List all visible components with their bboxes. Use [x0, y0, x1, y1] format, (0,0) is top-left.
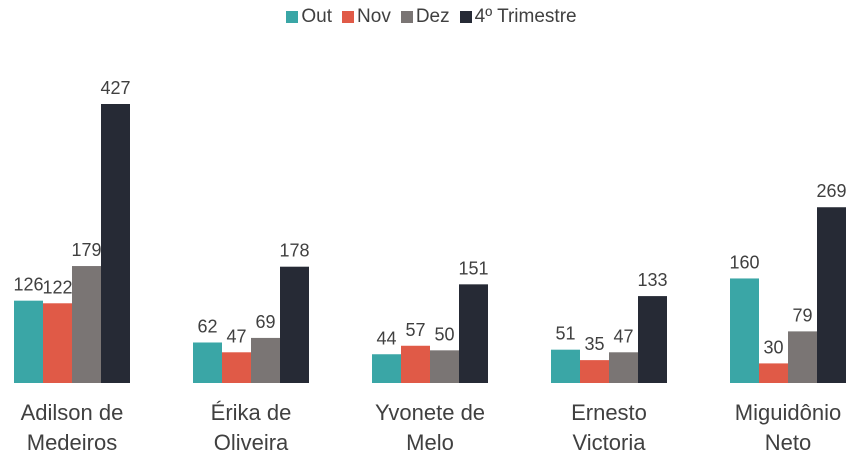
legend-swatch — [286, 11, 299, 23]
value-label: 427 — [100, 78, 130, 98]
value-label: 122 — [42, 277, 72, 297]
value-label: 69 — [255, 312, 275, 332]
bar — [251, 337, 280, 383]
value-label: 50 — [434, 324, 454, 344]
legend: Out Nov Dez 4º Trimestre — [0, 6, 863, 28]
category-label: Ernesto Victoria — [571, 400, 647, 455]
value-label: 35 — [584, 334, 604, 354]
bar — [222, 352, 251, 383]
bar — [101, 104, 130, 383]
category-label: Yvonete de Melo — [374, 400, 486, 455]
bar — [280, 266, 309, 383]
category-label: Adilson de Medeiros — [20, 400, 124, 455]
value-label: 179 — [71, 240, 101, 260]
category-label: Miguidônio Neto — [734, 400, 842, 455]
value-label: 126 — [13, 275, 43, 295]
bar — [401, 345, 430, 383]
legend-swatch — [400, 11, 413, 23]
value-label: 30 — [763, 337, 783, 357]
bar — [43, 303, 72, 383]
value-label: 44 — [376, 328, 396, 348]
legend-item: 4º Trimestre — [459, 6, 577, 28]
bar — [372, 354, 401, 383]
legend-label: Dez — [415, 6, 450, 27]
bar — [580, 360, 609, 383]
bar — [72, 266, 101, 383]
bar — [459, 284, 488, 383]
bar — [609, 352, 638, 383]
legend-swatch — [342, 11, 355, 23]
category-label: Érika de Oliveira — [210, 400, 292, 455]
bar — [817, 207, 846, 383]
legend-item: Out — [286, 6, 332, 28]
value-label: 151 — [458, 258, 488, 278]
legend-item: Dez — [400, 6, 450, 28]
value-label: 51 — [555, 324, 575, 344]
bar — [788, 331, 817, 383]
bar — [638, 296, 667, 383]
bar — [730, 278, 759, 383]
legend-swatch — [459, 11, 472, 23]
legend-label: Nov — [357, 6, 391, 27]
bar — [551, 349, 580, 383]
value-label: 133 — [637, 270, 667, 290]
value-label: 178 — [279, 241, 309, 261]
value-label: 62 — [197, 316, 217, 336]
value-label: 57 — [405, 320, 425, 340]
value-label: 79 — [792, 305, 812, 325]
value-label: 160 — [729, 252, 759, 272]
legend-item: Nov — [342, 6, 391, 28]
value-label: 269 — [816, 181, 846, 201]
bar — [759, 363, 788, 383]
bar — [14, 300, 43, 383]
bar — [193, 342, 222, 383]
value-label: 47 — [226, 326, 246, 346]
value-label: 47 — [613, 326, 633, 346]
legend-label: Out — [301, 6, 333, 27]
bar — [430, 350, 459, 383]
legend-label: 4º Trimestre — [474, 6, 577, 27]
